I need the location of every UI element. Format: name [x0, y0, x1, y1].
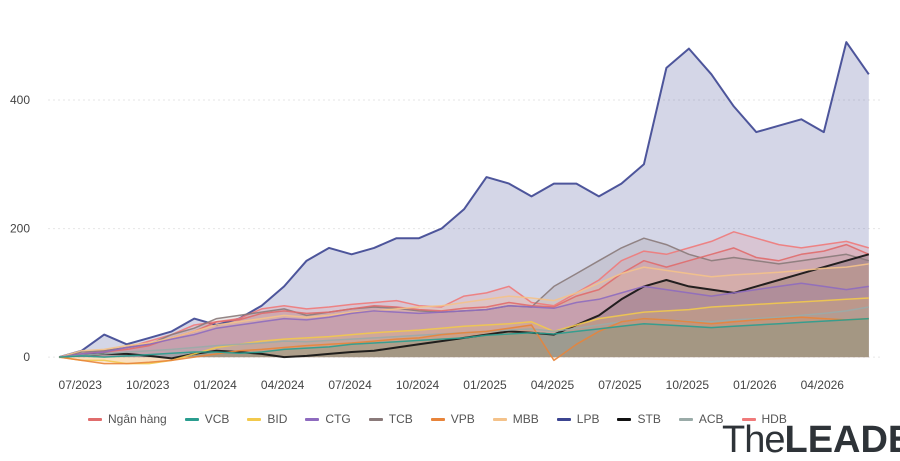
x-tick-label: 07/2023 — [59, 378, 103, 392]
legend-swatch — [368, 417, 383, 421]
y-tick-label: 0 — [23, 350, 30, 364]
legend-item-ctg[interactable]: CTG — [305, 412, 351, 426]
x-axis-ticks: 07/2023 10/2023 01/2024 04/2024 07/2024 10/20… — [59, 378, 845, 392]
legend-label: CTG — [325, 412, 351, 426]
legend-swatch — [184, 417, 199, 421]
legend-item-mbb[interactable]: MBB — [492, 412, 539, 426]
legend-label: BID — [267, 412, 288, 426]
legend-swatch — [556, 417, 571, 421]
brand-logo: TheLEADER — [722, 420, 900, 460]
legend-label: Ngân hàng — [108, 412, 167, 426]
x-tick-label: 10/2024 — [396, 378, 440, 392]
grid-lines — [48, 99, 880, 358]
brand-part2: LEADER — [784, 419, 900, 461]
series-line-lpb[interactable] — [58, 41, 870, 359]
series-line-hdb[interactable] — [59, 231, 870, 358]
series-lines — [58, 41, 870, 365]
brand-part1: The — [722, 419, 785, 461]
legend-item-stb[interactable]: STB — [617, 412, 661, 426]
legend-item-vpb[interactable]: VPB — [430, 412, 475, 426]
series-area-vcb — [59, 318, 869, 358]
x-tick-label: 04/2026 — [801, 378, 845, 392]
x-tick-label: 07/2024 — [328, 378, 372, 392]
legend-label: TCB — [388, 412, 413, 426]
legend-swatch — [617, 417, 632, 421]
x-tick-label: 01/2025 — [463, 378, 507, 392]
legend-item-acb[interactable]: ACB — [678, 412, 724, 426]
x-tick-label: 10/2023 — [126, 378, 170, 392]
legend-item-tcb[interactable]: TCB — [368, 412, 413, 426]
legend-item-vcb[interactable]: VCB — [184, 412, 230, 426]
x-tick-label: 04/2025 — [531, 378, 575, 392]
series-line-vcb[interactable] — [59, 317, 869, 358]
series-area-acb — [59, 307, 869, 358]
legend-label: VCB — [204, 412, 230, 426]
y-axis-ticks: 0 200 400 — [10, 93, 30, 364]
chart-legend: Ngân hàng VCB BID CTG TCB VPB MBB LPB STB ACB HDB — [88, 412, 805, 426]
legend-swatch — [305, 417, 320, 421]
legend-label: VPB — [450, 412, 475, 426]
series-area-hdb — [59, 231, 869, 358]
y-tick-label: 200 — [10, 222, 30, 236]
legend-label: HDB — [761, 412, 787, 426]
series-area-ngan-hang — [59, 244, 869, 358]
series-line-ctg[interactable] — [59, 282, 869, 358]
legend-label: MBB — [512, 412, 539, 426]
y-tick-label: 400 — [10, 93, 30, 107]
series-line-mbb[interactable] — [58, 263, 869, 358]
series-line-bid[interactable] — [59, 297, 869, 365]
legend-item-bid[interactable]: BID — [247, 412, 287, 426]
legend-label: STB — [637, 412, 661, 426]
x-tick-label: 10/2025 — [666, 378, 710, 392]
series-area-ctg — [59, 283, 869, 358]
legend-swatch — [741, 417, 756, 421]
legend-swatch — [678, 417, 693, 421]
series-area-lpb — [59, 42, 869, 358]
legend-swatch — [247, 417, 262, 421]
legend-swatch — [492, 417, 507, 421]
series-area-bid — [59, 298, 869, 364]
legend-label: LPB — [576, 412, 600, 426]
series-area-tcb — [59, 238, 869, 358]
x-tick-label: 04/2024 — [261, 378, 305, 392]
x-tick-label: 01/2026 — [733, 378, 777, 392]
legend-item-hdb[interactable]: HDB — [741, 412, 787, 426]
series-areas — [59, 42, 869, 364]
x-tick-label: 01/2024 — [193, 378, 237, 392]
series-line-vpb[interactable] — [59, 316, 869, 365]
legend-item-lpb[interactable]: LPB — [556, 412, 600, 426]
legend-swatch — [88, 417, 102, 421]
legend-label: ACB — [698, 412, 724, 426]
legend-swatch — [430, 417, 445, 421]
legend-item-ngan-hang[interactable]: Ngân hàng — [88, 412, 167, 426]
x-tick-label: 07/2025 — [598, 378, 642, 392]
